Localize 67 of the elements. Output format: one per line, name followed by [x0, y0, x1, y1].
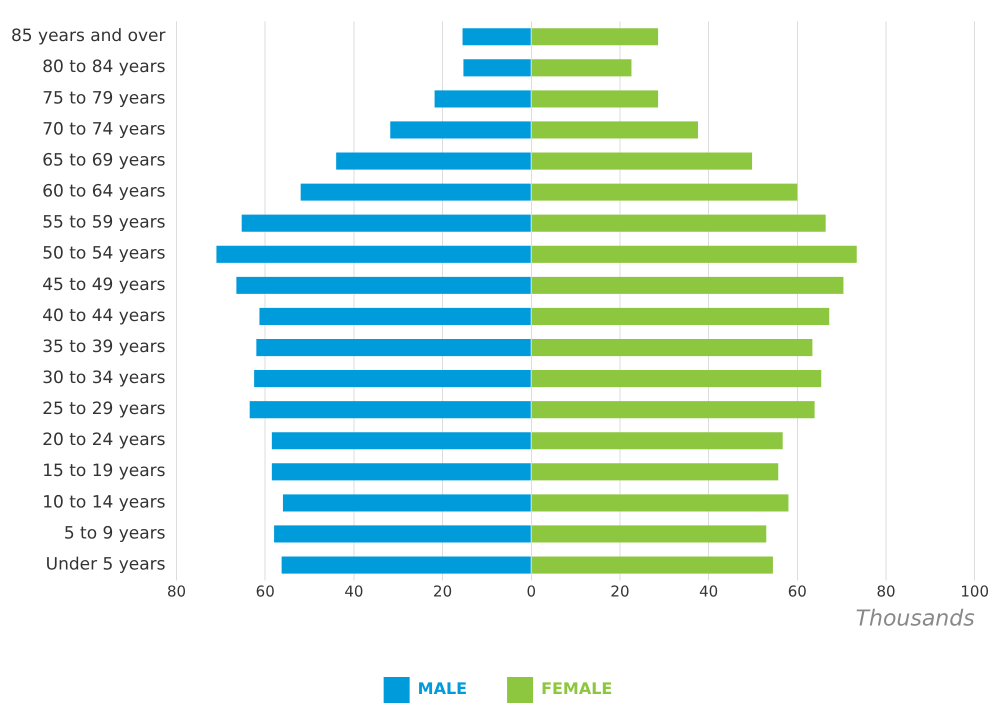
- x-axis-title: Thousands: [856, 606, 975, 632]
- y-tick-label: 20 to 24 years: [42, 430, 166, 450]
- x-tick-label: 60: [788, 582, 807, 600]
- y-tick-label: 80 to 84 years: [42, 57, 166, 78]
- bar: [463, 59, 531, 76]
- bar: [532, 432, 783, 450]
- bar: [532, 59, 632, 76]
- x-tick-label: 20: [433, 582, 452, 600]
- bar: [532, 90, 658, 108]
- bar: [256, 338, 531, 356]
- y-tick-label: 65 to 69 years: [42, 150, 166, 170]
- bar: [242, 214, 531, 232]
- bar: [300, 184, 531, 201]
- bar: [532, 246, 857, 263]
- bar: [272, 463, 531, 480]
- bar: [216, 246, 531, 263]
- bar: [259, 308, 531, 325]
- y-tick-label: 40 to 44 years: [42, 306, 166, 326]
- y-tick-label: 25 to 29 years: [42, 399, 166, 420]
- bar: [274, 525, 531, 543]
- bar: [532, 463, 778, 480]
- bar: [532, 308, 830, 325]
- x-tick-label: 40: [699, 582, 718, 600]
- y-tick-label: 50 to 54 years: [42, 244, 166, 264]
- x-tick-label: 80: [166, 582, 186, 600]
- y-tick-label: 30 to 34 years: [42, 368, 166, 388]
- bar: [532, 525, 766, 543]
- x-tick-label: 80: [876, 582, 896, 600]
- y-tick-label: 45 to 49 years: [42, 274, 166, 295]
- bar: [434, 90, 531, 108]
- bar: [532, 121, 698, 139]
- y-tick-label: Under 5 years: [46, 554, 166, 574]
- y-tick-label: 35 to 39 years: [42, 336, 166, 357]
- bar: [250, 401, 531, 418]
- bar: [532, 370, 822, 388]
- bar: [532, 28, 658, 46]
- bar: [532, 214, 826, 232]
- y-tick-label: 70 to 74 years: [42, 119, 166, 140]
- bar: [254, 370, 531, 388]
- bar: [282, 556, 531, 574]
- bar: [532, 338, 812, 356]
- x-tick-label: 20: [610, 582, 630, 600]
- bar: [532, 556, 773, 574]
- legend-label: FEMALE: [541, 679, 612, 698]
- x-tick-label: 40: [344, 582, 364, 600]
- bar: [532, 276, 844, 294]
- x-tick-label: 60: [256, 582, 275, 600]
- y-tick-label: 75 to 79 years: [42, 88, 166, 108]
- y-tick-label: 85 years and over: [10, 26, 166, 46]
- bar: [282, 494, 531, 512]
- y-tick-label: 15 to 19 years: [42, 461, 166, 482]
- bar: [532, 152, 752, 170]
- y-tick-label: 10 to 14 years: [42, 492, 166, 512]
- bar: [390, 121, 531, 139]
- bar: [336, 152, 531, 170]
- bar: [236, 276, 531, 294]
- y-tick-label: 5 to 9 years: [64, 523, 166, 544]
- bar: [462, 28, 531, 46]
- bar: [532, 184, 798, 201]
- x-tick-label: 0: [526, 582, 536, 600]
- y-tick-label: 60 to 64 years: [42, 182, 166, 202]
- y-tick-label: 55 to 59 years: [42, 212, 166, 233]
- bar: [532, 401, 815, 418]
- bar: [272, 432, 531, 450]
- legend-label: MALE: [418, 679, 468, 698]
- bar: [532, 494, 788, 512]
- x-tick-label: 100: [960, 582, 990, 600]
